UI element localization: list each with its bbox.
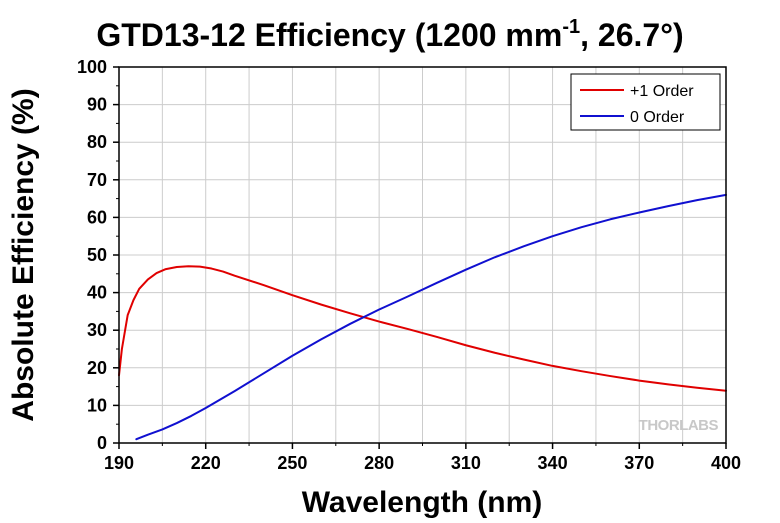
x-axis-label: Wavelength (nm) — [302, 486, 543, 519]
legend-label-plus1: +1 Order — [630, 83, 694, 100]
y-tick-label: 20 — [87, 358, 107, 378]
y-tick-label: 100 — [77, 57, 107, 77]
y-tick-label: 40 — [87, 283, 107, 303]
chart-title-suffix: , 26.7°) — [580, 17, 684, 53]
x-tick-label: 190 — [104, 453, 134, 473]
y-tick-label: 80 — [87, 132, 107, 152]
chart-title-superscript: -1 — [562, 16, 580, 38]
y-tick-label: 60 — [87, 207, 107, 227]
plot-frame — [118, 66, 727, 444]
x-tick-label: 340 — [538, 453, 568, 473]
legend: +1 Order 0 Order — [570, 73, 721, 131]
y-tick-label: 30 — [87, 320, 107, 340]
y-tick-label: 10 — [87, 395, 107, 415]
tick-labels: 190 220 250 280 310 340 370 400 0 10 20 30 40 50 60 70 8… — [77, 57, 741, 473]
x-tick-label: 310 — [451, 453, 481, 473]
x-tick-label: 250 — [277, 453, 307, 473]
x-tick-label: 280 — [364, 453, 394, 473]
series-lines — [118, 193, 727, 441]
y-tick-label: 70 — [87, 170, 107, 190]
chart-title: GTD13-12 Efficiency (1200 mm-1, 26.7°) — [96, 16, 683, 53]
watermark-logo: THORLABS — [639, 417, 719, 434]
y-tick-label: 0 — [97, 433, 107, 453]
series-line-0-order — [135, 193, 727, 441]
y-axis-label: Absolute Efficiency (%) — [7, 88, 40, 421]
y-tick-label: 90 — [87, 95, 107, 115]
x-tick-label: 220 — [191, 453, 221, 473]
legend-label-0: 0 Order — [630, 109, 685, 126]
x-tick-label: 400 — [711, 453, 741, 473]
chart-title-main: GTD13-12 Efficiency (1200 mm — [96, 17, 562, 53]
y-tick-label: 50 — [87, 245, 107, 265]
legend-box — [570, 73, 721, 131]
x-tick-label: 370 — [624, 453, 654, 473]
series-line-plus1-order — [118, 265, 727, 392]
